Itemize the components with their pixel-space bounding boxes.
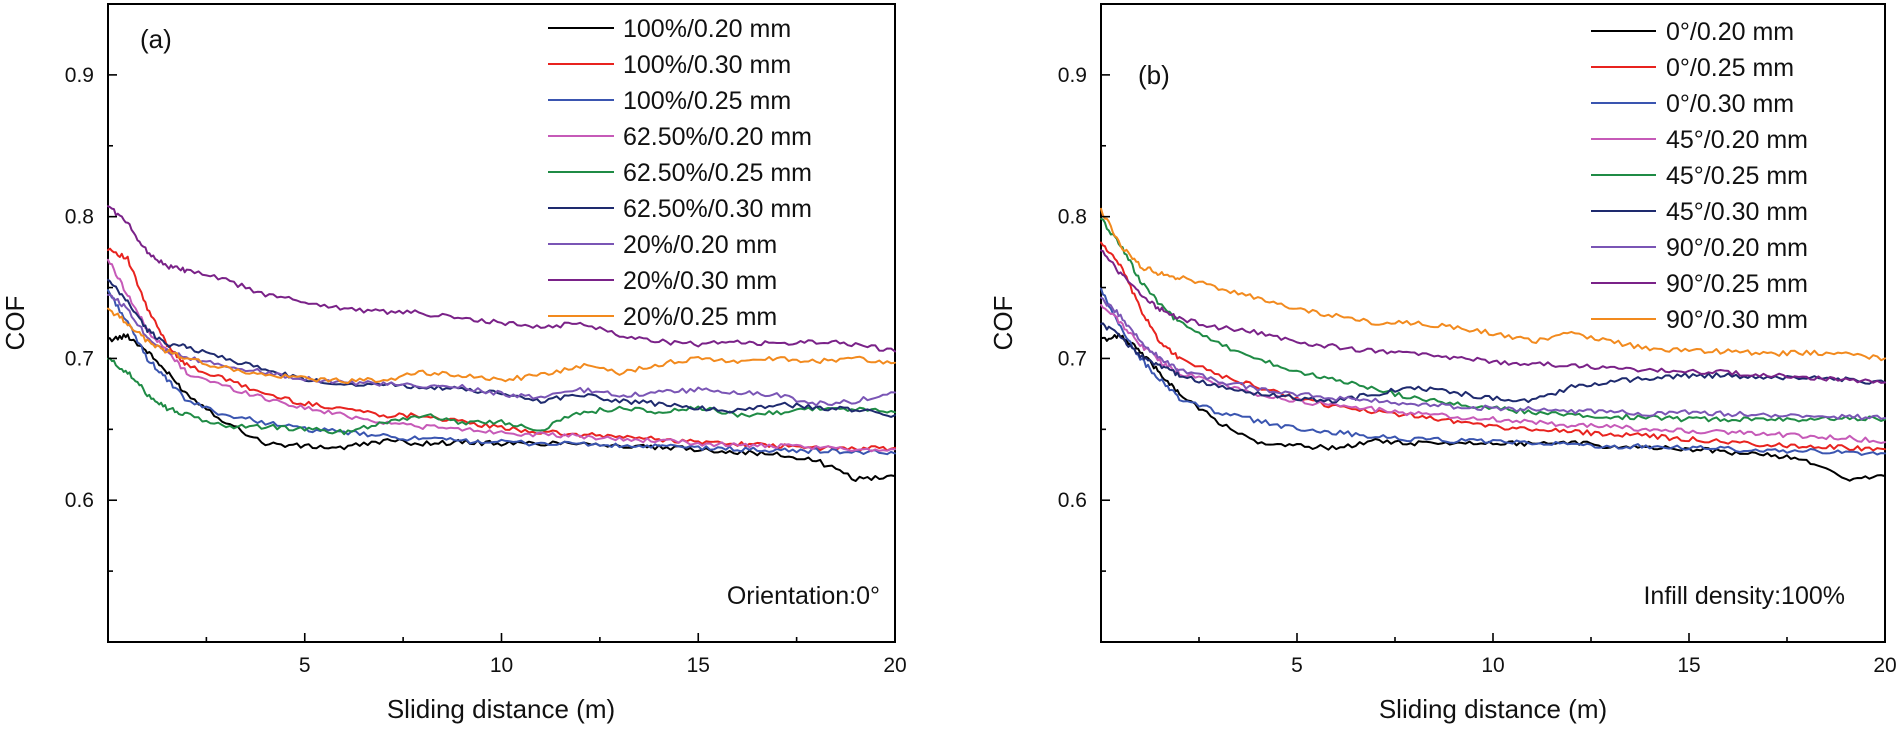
panel-a-series-line-4 xyxy=(107,258,896,453)
panel-a-label: (a) xyxy=(140,24,172,54)
panel-b-legend-item-8: 90°/0.25 mm xyxy=(1591,270,1808,298)
panel-b-y-tick-label: 0.9 xyxy=(1058,64,1087,87)
panel-a-x-tick-label: 10 xyxy=(490,654,513,677)
panel-a-legend-label: 62.50%/0.20 mm xyxy=(623,123,812,151)
panel-b-y-axis-title: COF xyxy=(988,296,1018,351)
panel-a-x-tick-label: 20 xyxy=(883,654,906,677)
panel-b-chart: 5 10 15 20 0.6 0.7 0.8 0.9 (b) Sliding distanc… xyxy=(988,3,1897,724)
panel-b-legend-item-1: 0°/0.20 mm xyxy=(1591,18,1794,46)
panel-b-legend-label: 0°/0.30 mm xyxy=(1666,90,1794,118)
panel-b-series-line-8 xyxy=(1100,249,1886,384)
panel-a-legend-label: 100%/0.25 mm xyxy=(623,87,791,115)
panel-a-legend-label: 20%/0.20 mm xyxy=(623,231,777,259)
panel-b-legend-item-6: 45°/0.30 mm xyxy=(1591,198,1808,226)
panel-b-series-line-7 xyxy=(1100,296,1886,421)
panel-a-legend: 100%/0.20 mm 100%/0.30 mm 100%/0.25 mm 62.5… xyxy=(548,15,812,331)
panel-a-legend-label: 62.50%/0.25 mm xyxy=(623,159,812,187)
panel-a-legend-label: 100%/0.30 mm xyxy=(623,51,791,79)
panel-a-series-line-3 xyxy=(107,289,896,456)
panel-a-legend-item-4: 62.50%/0.20 mm xyxy=(548,123,812,151)
panel-b-legend-item-9: 90°/0.30 mm xyxy=(1591,306,1808,334)
panel-a-legend-item-1: 100%/0.20 mm xyxy=(548,15,791,43)
panel-b-legend-label: 90°/0.25 mm xyxy=(1666,270,1808,298)
panel-a-x-tick-label: 15 xyxy=(687,654,710,677)
panel-b-series-line-5 xyxy=(1100,217,1886,423)
panel-a-series-line-9 xyxy=(107,307,896,385)
panel-b-legend-label: 45°/0.30 mm xyxy=(1666,198,1808,226)
panel-b-y-tick-label: 0.6 xyxy=(1058,489,1087,512)
panel-b-legend-label: 90°/0.20 mm xyxy=(1666,234,1808,262)
panel-b-y-tick-label: 0.8 xyxy=(1058,206,1087,229)
panel-a-series-line-6 xyxy=(107,278,896,418)
panel-b-series-lines xyxy=(1100,207,1886,482)
panel-b-legend-label: 45°/0.25 mm xyxy=(1666,162,1808,190)
panel-a-y-tick-label: 0.9 xyxy=(65,64,94,87)
panel-b-x-axis-ticks: 5 10 15 20 xyxy=(1198,633,1897,677)
panel-b-legend-label: 0°/0.25 mm xyxy=(1666,54,1794,82)
panel-b-x-axis-title: Sliding distance (m) xyxy=(1379,694,1607,724)
panel-a-legend-label: 62.50%/0.30 mm xyxy=(623,195,812,223)
panel-b-legend-item-3: 0°/0.30 mm xyxy=(1591,90,1794,118)
panel-b-x-tick-label: 5 xyxy=(1291,654,1303,677)
panel-b-legend-item-7: 90°/0.20 mm xyxy=(1591,234,1808,262)
panel-a-annotation: Orientation:0° xyxy=(727,582,880,610)
panel-b-series-line-2 xyxy=(1100,241,1886,452)
panel-b-legend-item-5: 45°/0.25 mm xyxy=(1591,162,1808,190)
panel-a-series-line-5 xyxy=(107,357,896,436)
panel-a-x-tick-label: 5 xyxy=(299,654,311,677)
panel-a-legend-item-3: 100%/0.25 mm xyxy=(548,87,791,115)
panel-b-legend-label: 0°/0.20 mm xyxy=(1666,18,1794,46)
panel-a-chart: 5 10 15 20 0.6 0.7 0.8 0.9 (a) Sliding distanc… xyxy=(0,3,907,724)
panel-b-legend: 0°/0.20 mm 0°/0.25 mm 0°/0.30 mm 45°/0.20 m… xyxy=(1591,18,1808,334)
panel-a-legend-label: 100%/0.20 mm xyxy=(623,15,791,43)
panel-a-series-line-8 xyxy=(107,205,896,353)
panel-a-x-axis-ticks: 5 10 15 20 xyxy=(205,633,907,677)
panel-b-legend-label: 45°/0.20 mm xyxy=(1666,126,1808,154)
panel-a-y-axis-ticks: 0.6 0.7 0.8 0.9 xyxy=(65,64,117,572)
panel-a-legend-item-9: 20%/0.25 mm xyxy=(548,303,777,331)
panel-a-series-line-7 xyxy=(107,293,896,407)
panel-a-y-tick-label: 0.7 xyxy=(65,347,94,370)
panel-b-series-line-9 xyxy=(1100,207,1886,362)
panel-a-y-axis-title: COF xyxy=(0,296,30,351)
panel-a-legend-item-5: 62.50%/0.25 mm xyxy=(548,159,812,187)
panel-b-y-axis-ticks: 0.6 0.7 0.8 0.9 xyxy=(1058,64,1110,572)
panel-a-y-tick-label: 0.8 xyxy=(65,206,94,229)
panel-b-x-tick-label: 10 xyxy=(1481,654,1504,677)
panel-a-legend-item-6: 62.50%/0.30 mm xyxy=(548,195,812,223)
panel-a-series-line-1 xyxy=(107,333,896,482)
panel-a-y-tick-label: 0.6 xyxy=(65,489,94,512)
panel-b-x-tick-label: 15 xyxy=(1677,654,1700,677)
panel-a-legend-label: 20%/0.25 mm xyxy=(623,303,777,331)
panel-a-legend-item-7: 20%/0.20 mm xyxy=(548,231,777,259)
panel-b-series-line-6 xyxy=(1100,322,1886,404)
panel-b-legend-item-4: 45°/0.20 mm xyxy=(1591,126,1808,154)
panel-b-x-tick-label: 20 xyxy=(1873,654,1896,677)
panel-b-label: (b) xyxy=(1138,60,1170,90)
panel-b-y-tick-label: 0.7 xyxy=(1058,347,1087,370)
panel-b-legend-item-2: 0°/0.25 mm xyxy=(1591,54,1794,82)
panel-a-legend-label: 20%/0.30 mm xyxy=(623,267,777,295)
panel-b-series-line-3 xyxy=(1100,287,1886,456)
panel-a-legend-item-8: 20%/0.30 mm xyxy=(548,267,777,295)
panel-b-annotation: Infill density:100% xyxy=(1643,582,1845,610)
panel-a-series-line-2 xyxy=(107,247,896,453)
panel-a-x-axis-title: Sliding distance (m) xyxy=(387,694,615,724)
panel-a-legend-item-2: 100%/0.30 mm xyxy=(548,51,791,79)
panel-b-legend-label: 90°/0.30 mm xyxy=(1666,306,1808,334)
panel-a-series-lines xyxy=(107,205,896,482)
